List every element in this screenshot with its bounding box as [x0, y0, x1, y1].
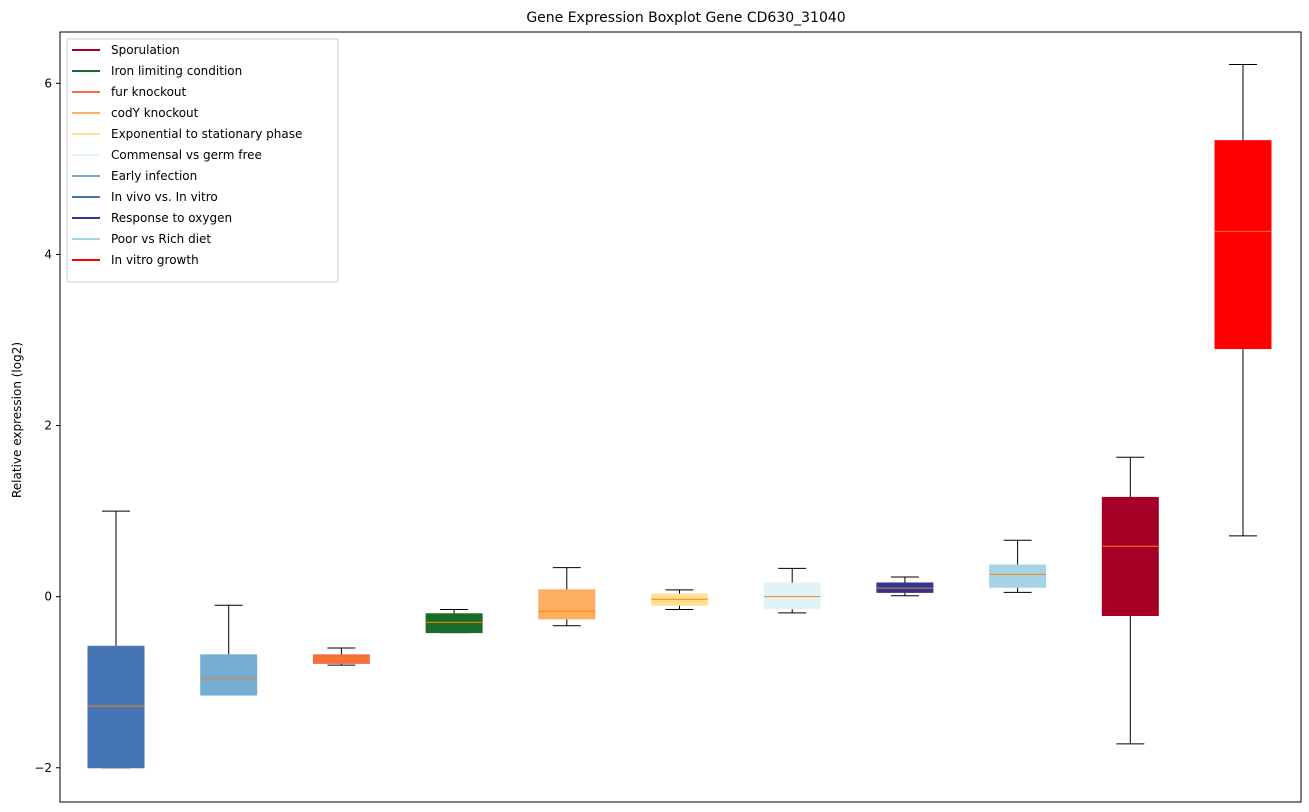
box-1: [200, 604, 258, 696]
plot-frame: [59, 31, 1302, 803]
legend-label: In vivo vs. In vitro: [111, 190, 218, 204]
legend-entry-7: In vivo vs. In vitro: [72, 190, 218, 204]
y-tick-label: 0: [44, 590, 52, 604]
legend-entry-6: Early infection: [72, 169, 197, 183]
plot-area: −2 0 2 4 6: [34, 31, 1302, 803]
legend-entry-10: In vitro growth: [72, 253, 199, 267]
box-body: [87, 645, 145, 769]
legend-entry-1: Iron limiting condition: [72, 64, 242, 78]
box-body: [312, 654, 370, 664]
y-axis-label: Relative expression (log2): [10, 342, 24, 498]
legend-label: Exponential to stationary phase: [111, 127, 302, 141]
legend: Sporulation Iron limiting condition fur kn…: [66, 38, 339, 283]
legend-label: In vitro growth: [111, 253, 199, 267]
legend-label: fur knockout: [111, 85, 187, 99]
legend-entry-4: Exponential to stationary phase: [72, 127, 302, 141]
legend-label: Iron limiting condition: [111, 64, 242, 78]
legend-label: Poor vs Rich diet: [111, 232, 211, 246]
box-8: [989, 539, 1047, 593]
box-5: [651, 589, 708, 610]
box-body: [538, 589, 596, 620]
box-body: [1214, 140, 1272, 350]
y-tick-label: −2: [34, 761, 52, 775]
legend-label: Response to oxygen: [111, 211, 232, 225]
legend-entry-5: Commensal vs germ free: [72, 148, 262, 162]
legend-entry-3: codY knockout: [72, 106, 199, 120]
legend-entry-2: fur knockout: [72, 85, 187, 99]
box-3: [425, 609, 483, 634]
box-body: [989, 564, 1047, 588]
box-body: [1101, 496, 1159, 616]
legend-label: Early infection: [111, 169, 197, 183]
legend-entry-9: Poor vs Rich diet: [72, 232, 211, 246]
box-body: [200, 654, 258, 696]
box-6: [763, 567, 821, 614]
box-9: [1101, 456, 1159, 745]
legend-box: [66, 38, 339, 283]
box-body: [763, 582, 821, 610]
box-0: [87, 510, 145, 769]
box-7: [876, 576, 934, 597]
box-body: [425, 613, 483, 634]
legend-label: codY knockout: [111, 106, 199, 120]
y-tick-label: 6: [44, 76, 52, 90]
legend-label: Commensal vs germ free: [111, 148, 262, 162]
y-tick-label: 2: [44, 419, 52, 433]
box-2: [312, 647, 370, 666]
legend-entry-8: Response to oxygen: [72, 211, 232, 225]
box-10: [1214, 64, 1272, 537]
legend-label: Sporulation: [111, 43, 180, 57]
chart-title: Gene Expression Boxplot Gene CD630_31040: [526, 10, 845, 26]
y-tick-label: 4: [44, 247, 52, 261]
legend-entry-0: Sporulation: [72, 43, 180, 57]
box-4: [538, 567, 596, 627]
